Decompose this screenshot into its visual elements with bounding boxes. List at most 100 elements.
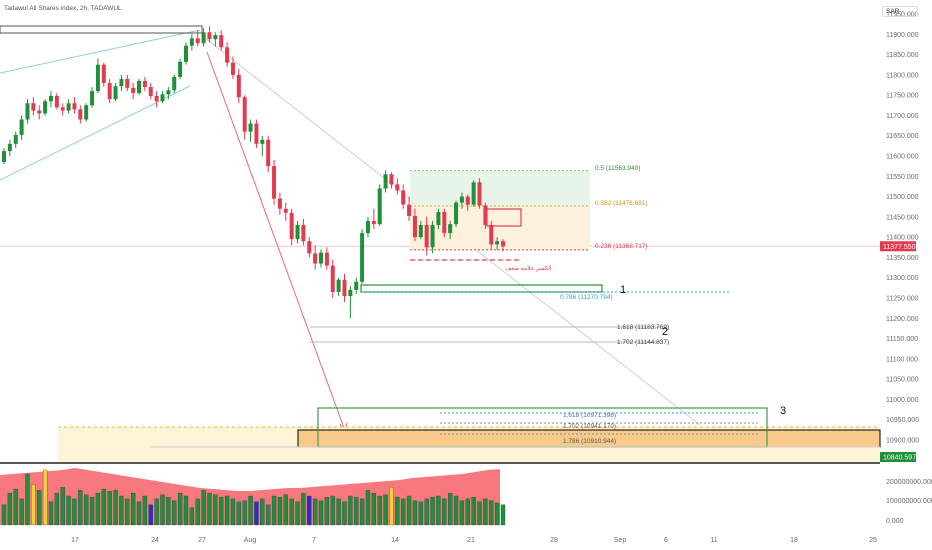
candle-body — [43, 101, 48, 114]
volume-bar — [195, 498, 200, 526]
target-price-tag — [880, 452, 916, 462]
channel-upper — [0, 29, 201, 74]
price-tick-label: 11050.000 — [886, 377, 919, 384]
time-tick-label: 11 — [710, 537, 717, 544]
candle-body — [119, 78, 124, 87]
candle-body — [477, 182, 482, 206]
candle-body — [342, 279, 347, 296]
volume-bar — [271, 495, 277, 526]
volume-tick-label: 200000000.000 — [886, 479, 932, 486]
candle-body — [266, 139, 271, 167]
candle-body — [90, 91, 95, 106]
price-tick-label: 11150.000 — [886, 336, 918, 343]
volume-bar — [154, 498, 159, 526]
volume-bar — [72, 498, 77, 526]
volume-bar — [207, 492, 212, 526]
candle-body — [113, 86, 118, 100]
volume-bar — [160, 494, 165, 526]
volume-bar — [136, 501, 142, 526]
candle-body — [48, 95, 53, 102]
candle-body — [489, 224, 494, 245]
candle-body — [442, 211, 447, 234]
wave-label: 2 — [662, 326, 668, 338]
candle-body — [219, 35, 224, 48]
candle-body — [272, 166, 277, 199]
volume-bar — [301, 492, 306, 526]
fib-label: 0.382 (11476.681) — [595, 200, 648, 207]
price-tick-label: 11550.000 — [886, 174, 919, 181]
candle-body — [142, 80, 147, 88]
candle-body — [201, 32, 206, 44]
current-price-value: 11377.550 — [883, 244, 916, 251]
candle-body — [189, 38, 194, 46]
price-tick-label: 11700.000 — [886, 113, 919, 120]
candle-body — [160, 94, 165, 102]
volume-bar — [84, 494, 89, 526]
wave-label: 1 — [620, 284, 626, 296]
candle-body — [148, 87, 153, 96]
fib-label: 1.618 (10971.398) — [563, 412, 616, 419]
candle-body — [389, 174, 394, 185]
price-tick-label: 11600.000 — [886, 154, 919, 161]
volume-bar — [483, 498, 488, 526]
volume-bar — [348, 495, 353, 526]
price-tick-label: 11950.000 — [886, 12, 919, 19]
time-tick-label: 7 — [312, 537, 316, 544]
candle-body — [213, 35, 218, 40]
candle-body — [60, 107, 65, 111]
currency-button[interactable]: SAR — [882, 6, 918, 17]
volume-bar — [406, 495, 412, 526]
volume-bar — [283, 494, 288, 526]
fib-label: 1.702 (10941.170) — [563, 423, 616, 430]
volume-bar — [418, 501, 423, 526]
candle-body — [430, 224, 435, 248]
price-tick-label: 11350.000 — [886, 255, 919, 262]
volume-bar — [442, 498, 447, 526]
price-tick-label: 11400.000 — [886, 235, 919, 242]
volume-tick-label: 100000000.000 — [886, 498, 932, 505]
candle-body — [66, 103, 71, 111]
volume-bar — [254, 501, 259, 526]
volume-bar — [342, 501, 347, 526]
volume-bar — [424, 498, 429, 526]
chart-title: Tadawul All Shares index, 2h, TADAWUL — [4, 5, 122, 12]
current-price-tag — [880, 241, 916, 252]
volume-bar — [48, 501, 54, 526]
volume-bar — [436, 495, 441, 526]
volume-bar — [119, 495, 124, 526]
candle-body — [242, 97, 247, 132]
red-arrow — [206, 51, 345, 429]
time-tick-label: 14 — [391, 537, 399, 544]
candle-body — [25, 103, 30, 120]
volume-bar — [177, 492, 183, 526]
volume-bar — [101, 488, 106, 526]
fib-label: 1.786 (10910.944) — [563, 438, 616, 445]
time-tick-label: Aug — [244, 537, 257, 544]
volume-bar — [471, 497, 476, 526]
candle-body — [137, 80, 142, 94]
volume-bar — [37, 490, 42, 526]
volume-bar — [277, 497, 283, 526]
volume-bar — [242, 500, 247, 526]
volume-bar — [31, 484, 36, 526]
volume-bar — [448, 492, 453, 526]
candle-body — [377, 188, 382, 225]
volume-bar — [213, 494, 218, 526]
candle-body — [295, 224, 300, 240]
volume-bar — [430, 497, 435, 526]
volume-bar — [78, 490, 83, 526]
candle-body — [260, 139, 265, 144]
candle-body — [330, 265, 335, 292]
candle-body — [101, 64, 106, 83]
price-tick-label: 10950.000 — [886, 417, 919, 424]
volume-bar — [289, 498, 294, 526]
price-tick-label: 11650.000 — [886, 133, 919, 140]
volume-bar — [230, 498, 236, 526]
candle-body — [13, 134, 18, 144]
fib-label: 0.5 (11563.940) — [595, 165, 640, 172]
candle-body — [225, 47, 230, 63]
candle-body — [254, 123, 259, 144]
candle-body — [301, 224, 306, 242]
candle-body — [324, 252, 329, 266]
